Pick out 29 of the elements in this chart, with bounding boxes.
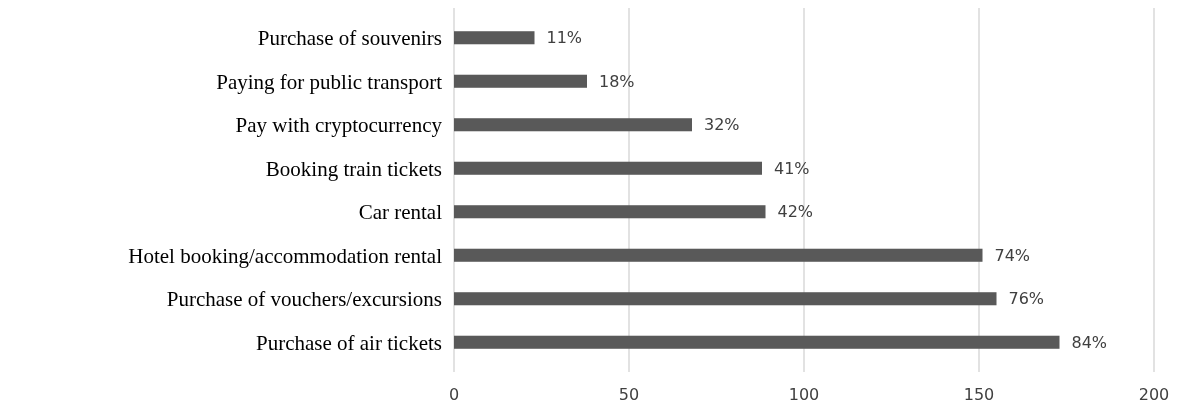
- bar: [454, 335, 1060, 349]
- annotation: 42%: [777, 202, 814, 222]
- y-tick-label: Pay with cryptocurrency: [235, 113, 443, 138]
- annotation: 41%: [774, 158, 810, 178]
- x-tick-label: 50: [618, 385, 640, 404]
- y-tick-label: Purchase of air tickets: [255, 330, 442, 355]
- y-tick-label: Purchase of vouchers/excursions: [166, 287, 442, 312]
- bar: [454, 292, 997, 306]
- annotation: 84%: [1071, 332, 1108, 352]
- bar: [454, 205, 766, 219]
- x-tick-label: 0: [448, 385, 460, 404]
- annotation: 74%: [994, 245, 1031, 265]
- bar: [454, 74, 587, 88]
- y-tick-label: Hotel booking/accommodation rental: [128, 243, 443, 268]
- annotation: 18%: [599, 71, 635, 91]
- bar: [454, 248, 983, 262]
- y-tick-label: Paying for public transport: [216, 69, 443, 94]
- annotation: 32%: [704, 115, 740, 135]
- bar: [454, 161, 762, 175]
- annotation: 76%: [1008, 289, 1045, 309]
- x-tick-label: 100: [788, 385, 820, 404]
- y-tick-label: Purchase of souvenirs: [257, 26, 442, 51]
- y-tick-label: Car rental: [358, 200, 443, 225]
- bar: [454, 31, 535, 45]
- bar: [454, 118, 692, 132]
- y-tick-label: Booking train tickets: [265, 156, 442, 181]
- x-tick-label: 200: [1138, 385, 1170, 404]
- annotation: 11%: [546, 28, 583, 48]
- x-tick-label: 150: [963, 385, 995, 404]
